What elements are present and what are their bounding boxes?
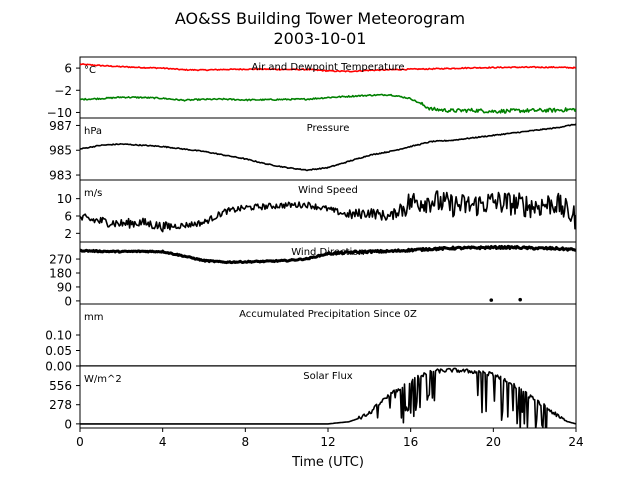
y-tick-label: 987 xyxy=(49,119,72,133)
panel-3: 10 6 2 Wind Speed m/s xyxy=(57,179,577,243)
x-tick-label: 0 xyxy=(76,435,84,449)
series-group xyxy=(80,367,576,428)
panel-2: 987 985 983 Pressure hPa xyxy=(49,117,577,183)
y-tick-label: 180 xyxy=(49,267,72,281)
panel-title: Pressure xyxy=(307,123,350,134)
series-line-solar xyxy=(80,367,576,428)
y-tick-label: 270 xyxy=(49,253,72,267)
x-tick-label: 8 xyxy=(242,435,250,449)
x-axis-label: Time (UTC) xyxy=(291,455,364,470)
series-line-pressure xyxy=(80,123,576,172)
x-axis: 0 4 8 12 16 20 24 xyxy=(76,428,584,449)
y-tick-label: 0 xyxy=(64,294,72,308)
series-line-wind_speed xyxy=(80,190,576,233)
y-tick-label: 0.10 xyxy=(45,329,72,343)
panel-5: 0.100.05 0.00 Accumulated Precipitation Si… xyxy=(45,303,577,374)
series-group xyxy=(80,63,576,114)
panel-unit: m/s xyxy=(84,188,102,199)
y-tick-label: −2 xyxy=(54,84,72,98)
y-tick-label: 90 xyxy=(57,280,72,294)
panel-title: Accumulated Precipitation Since 0Z xyxy=(239,309,417,320)
panel-title: Wind Speed xyxy=(298,185,358,196)
y-tick-label: 0.00 xyxy=(45,360,72,374)
panel-title: Air and Dewpoint Temperature xyxy=(252,62,405,73)
isolated-point-2 xyxy=(518,297,522,302)
y-tick-label: 0 xyxy=(64,417,72,431)
x-tick-label: 4 xyxy=(159,435,167,449)
y-tick-label: 10 xyxy=(57,192,72,206)
series-line-temperature xyxy=(80,63,576,73)
panel-1: 6 −2 −10 Air and Dewpoint Temperature °C xyxy=(47,56,577,120)
panel-unit: °C xyxy=(84,65,96,76)
x-tick-label: 16 xyxy=(403,435,418,449)
y-tick-label: 985 xyxy=(49,144,72,158)
chart-title: AO&SS Building Tower Meteorogram xyxy=(175,9,465,28)
series-group xyxy=(80,190,576,233)
chart-subtitle: 2003-10-01 xyxy=(274,29,367,48)
x-tick-label: 24 xyxy=(568,435,583,449)
x-tick-label: 12 xyxy=(320,435,335,449)
series-line-dewpoint xyxy=(80,93,576,114)
y-tick-label: 0.05 xyxy=(45,344,72,358)
y-tick-label: 2 xyxy=(64,227,72,241)
panel-unit: mm xyxy=(84,312,103,323)
panel-unit: W/m^2 xyxy=(84,374,122,385)
y-tick-label: 6 xyxy=(64,209,72,223)
isolated-point-1 xyxy=(489,298,494,302)
panel-unit: hPa xyxy=(84,126,102,137)
y-tick-label: 556 xyxy=(49,379,72,393)
y-tick-label: 983 xyxy=(49,169,72,183)
y-tick-label: −10 xyxy=(47,106,72,120)
series-group xyxy=(80,123,576,172)
panel-title: Solar Flux xyxy=(303,371,353,382)
x-tick-label: 20 xyxy=(486,435,501,449)
series-line-wind_direction xyxy=(80,244,576,265)
panel-title: Wind Direction xyxy=(291,247,365,258)
series-group xyxy=(80,244,576,302)
y-tick-label: 6 xyxy=(64,62,72,76)
y-tick-label: 278 xyxy=(49,398,72,412)
